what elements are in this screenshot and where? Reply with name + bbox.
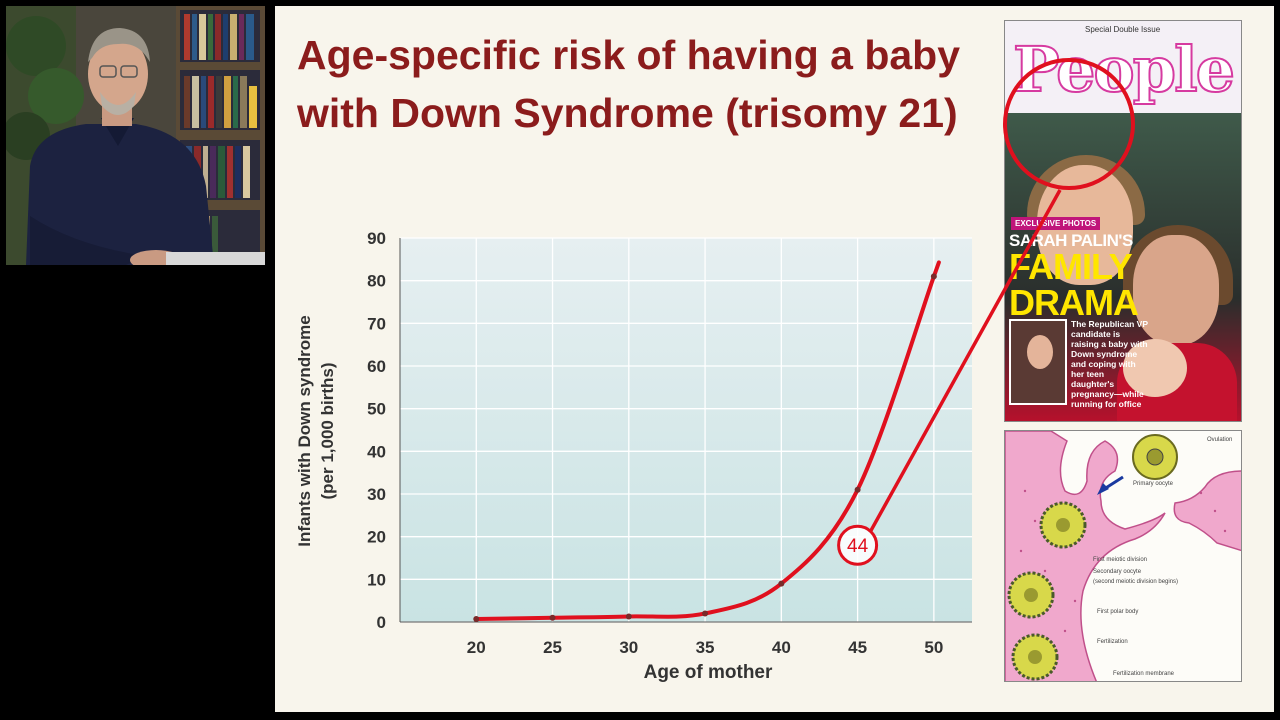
x-tick-label: 35 [696,638,715,657]
presenter-image [6,6,265,265]
label-first-polar-body: First polar body [1097,609,1138,615]
y-tick-label: 40 [367,442,386,461]
x-tick-label: 45 [848,638,867,657]
line-chart: 20 25 30 35 40 45 50 0 10 20 30 40 50 60 70 80 90 Age o… [295,229,972,683]
y-axis-title: Infants with Down syndrome [295,315,314,546]
magazine-cover-image: Special Double Issue People EXCLUSIVE PH… [1004,20,1242,422]
y-tick-label: 10 [367,570,386,589]
magazine-headline-large: FAMILY DRAMA [1009,246,1139,323]
label-fertilization: Fertilization [1097,639,1128,645]
data-point [778,580,785,587]
x-tick-label: 50 [924,638,943,657]
y-tick-label: 80 [367,272,386,291]
baby-head [1123,339,1187,397]
girl-face [1133,235,1219,345]
label-first-meiotic-division: First meiotic division [1093,557,1147,563]
data-point [625,613,632,620]
fertilized-oocyte [1011,633,1059,681]
chart: 20 25 30 35 40 45 50 0 10 20 30 40 50 60 70 80 90 Age o… [275,228,995,712]
y-tick-label: 50 [367,400,386,419]
magazine-issue-label: Special Double Issue [1085,25,1161,34]
inset-face [1027,335,1053,369]
data-point [930,273,937,280]
secondary-oocyte [1039,501,1087,549]
oogenesis-diagram: Ovulation Primary oocyte First meiotic d… [1005,431,1241,681]
label-primary-oocyte: Primary oocyte [1133,481,1174,487]
x-tick-label: 30 [619,638,638,657]
x-tick-label: 40 [772,638,791,657]
oocyte-first-division [1007,571,1055,619]
label-fertilization-membrane: Fertilization membrane [1113,671,1175,677]
slide-title: Age-specific risk of having a baby with … [297,32,961,136]
data-point [854,486,861,493]
label-ovulation: Ovulation [1207,437,1232,443]
y-tick-label: 70 [367,314,386,333]
x-axis-title: Age of mother [644,662,773,683]
label-secondary-oocyte: Secondary oocyte [1093,569,1142,575]
magazine-brand-logo: People [1012,32,1236,107]
magazine-blurb: The Republican VP candidate is raising a… [1071,319,1148,409]
data-point [473,616,480,623]
magazine-exclusive-tag: EXCLUSIVE PHOTOS [1011,217,1101,230]
y-tick-label: 60 [367,357,386,376]
y-tick-label: 20 [367,528,386,547]
y-axis-subtitle: (per 1,000 births) [318,363,337,500]
oogenesis-illustration: Ovulation Primary oocyte First meiotic d… [1004,430,1242,682]
plot-area [400,238,972,622]
x-tick-label: 20 [467,638,486,657]
annotation-label: 44 [847,536,869,557]
webcam-video [6,6,265,265]
data-point [549,614,556,621]
label-second-meiotic-division: (second meiotic division begins) [1093,579,1178,585]
y-tick-label: 90 [367,229,386,248]
data-point [702,610,709,617]
annotation-circle [837,524,879,566]
y-tick-label: 0 [377,613,386,632]
y-tick-label: 30 [367,485,386,504]
slide: Age-specific risk of having a baby with … [275,6,1274,712]
primary-oocyte [1132,434,1178,480]
magazine-inset-photo [1009,319,1067,405]
x-tick-label: 25 [543,638,562,657]
